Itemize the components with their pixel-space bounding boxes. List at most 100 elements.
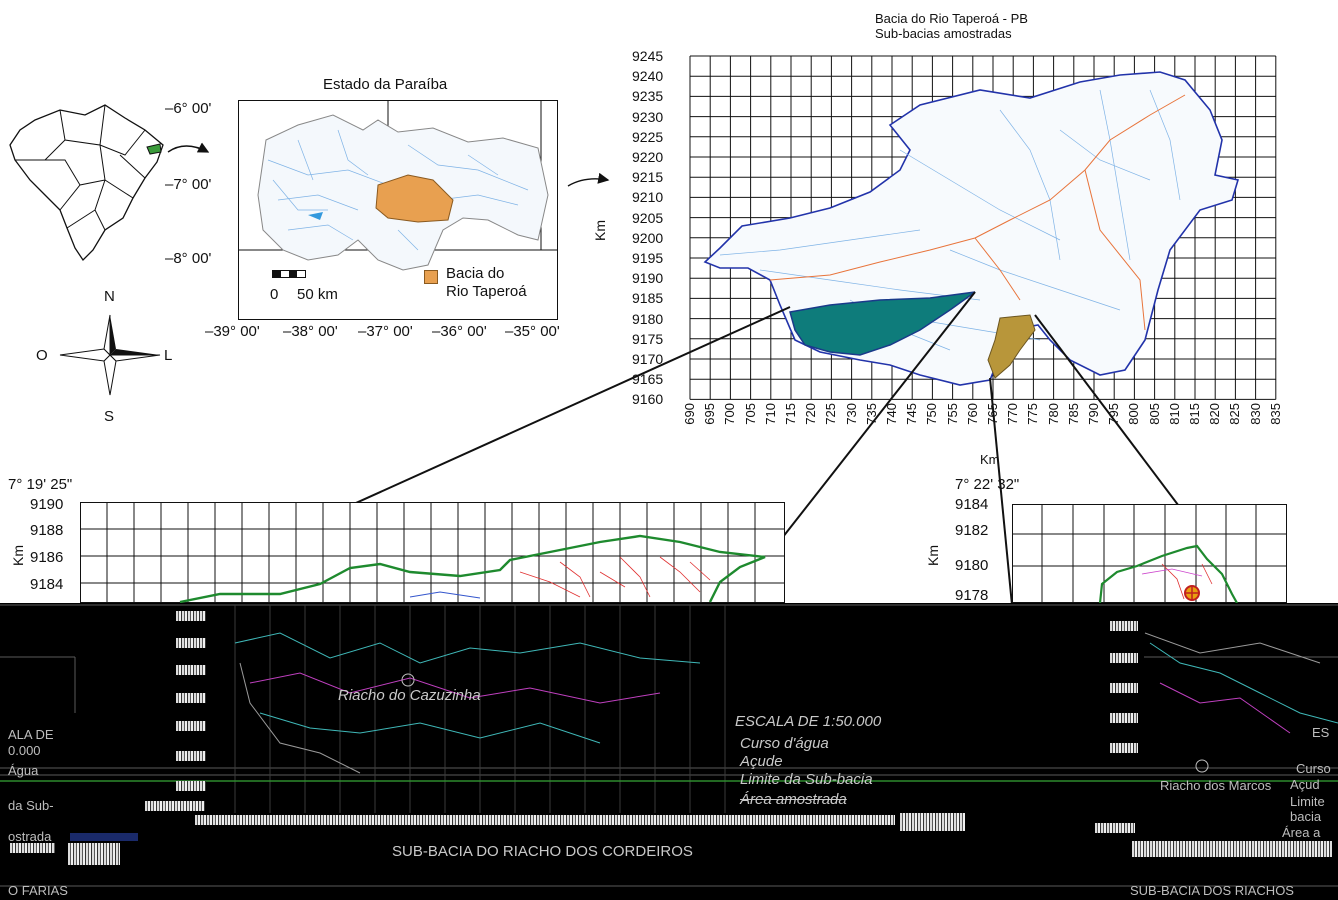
grid-x-tick: 710 [762,403,778,426]
legend-swatch-icon [424,270,438,284]
grid-x-tick: 735 [863,403,879,426]
paraiba-map-title: Estado da Paraíba [323,76,448,93]
noise-strip [900,813,965,831]
paraiba-lon-2: –38° 00' [283,323,338,340]
grid-x-tick: 805 [1146,403,1162,426]
overlay-right-bottom: SUB-BACIA DOS RIACHOS [1130,883,1294,898]
lower-left-grid [80,502,785,603]
grid-x-tick: 830 [1247,403,1263,426]
noise-strip [1110,653,1138,663]
grid-x-tick: 755 [944,403,960,426]
overlay-legend-boundary: Limite da Sub-bacia [740,771,873,788]
grid-y-tick: 9175 [632,330,664,347]
grid-y-tick: 9220 [632,149,664,165]
overlay-legend-reservoir: Açude [740,753,783,770]
lower-right-ytick-4: 9178 [955,587,989,604]
paraiba-legend-line2: Rio Taperoá [446,283,527,300]
overlay-right-scale: ES [1312,725,1330,740]
noise-strip [176,665,206,675]
grid-x-tick: 715 [783,403,798,426]
grid-y-tick: 9170 [632,351,664,367]
noise-strip [176,721,206,731]
grid-x-tick: 740 [884,403,899,426]
overlay-left-cut-1: ALA DE [8,727,54,742]
grid-x-tick: 795 [1106,403,1122,426]
overlay-right-leg2: Açud [1290,777,1320,792]
overlay-legend-stream: Curso d'água [740,735,829,752]
grid-x-tick: 765 [985,403,1000,426]
overlay-left-cut-4: da Sub- [8,798,54,813]
grid-x-tick: 760 [964,403,980,426]
grid-x-tick: 810 [1166,403,1182,426]
paraiba-lat-3: –8° 00' [165,250,212,267]
noise-strip [1110,743,1138,753]
grid-x-tick: 790 [1086,403,1101,426]
lower-right-y-label: Km [925,545,941,566]
scanned-overlay: Riacho do Cazuzinha ESCALA DE 1:50.000 C… [0,603,1338,900]
overlay-right-leg3: Limite [1290,794,1325,809]
compass-north: N [104,288,115,305]
grid-x-tick: 750 [924,403,940,426]
paraiba-lon-3: –37° 00' [358,323,413,340]
overlay-left-cut-3: Água [8,763,39,778]
overlay-legend-sampled: Área amostrada [740,791,847,808]
grid-x-tick: 785 [1065,403,1081,426]
overlay-right-leg5: Área a [1282,825,1321,840]
paraiba-legend-line1: Bacia do [446,265,505,282]
grid-x-tick: 775 [1025,403,1041,426]
lower-left-ytick-2: 9188 [30,522,64,539]
lower-right-coord: 7° 22' 32" [955,476,1020,493]
grid-x-tick: 820 [1207,403,1223,426]
grid-map-subtitle: Sub-bacias amostradas [875,26,1012,41]
grid-x-tick: 770 [1005,403,1021,426]
paraiba-scale-text: 50 km [297,286,338,303]
grid-x-tick: 695 [702,403,718,426]
scale-bar-icon [272,270,306,278]
noise-strip [176,638,206,648]
grid-y-tick: 9225 [632,128,664,145]
grid-map-y-label: Km [592,220,608,241]
grid-x-tick: 780 [1045,403,1061,426]
overlay-right-stream: Riacho dos Marcos [1160,778,1272,793]
grid-y-tick: 9160 [632,391,664,408]
lower-right-grid [1012,504,1287,603]
lower-right-ytick-2: 9182 [955,522,989,539]
noise-strip [1110,713,1138,723]
brazil-map [5,100,170,265]
noise-strip [145,801,205,811]
overlay-scale: ESCALA DE 1:50.000 [735,713,882,730]
grid-y-tick: 9165 [632,371,664,388]
grid-x-tick: 705 [742,403,758,426]
overlay-right-leg1: Curso [1296,761,1331,776]
grid-x-tick: 730 [843,403,859,426]
grid-y-tick: 9200 [632,229,664,246]
grid-y-tick: 9245 [632,48,664,64]
paraiba-scale-zero: 0 [270,286,279,303]
overlay-stream-name: Riacho do Cazuzinha [338,687,481,704]
grid-x-tick: 700 [722,403,738,426]
noise-strip [176,751,206,761]
noise-strip [1110,621,1138,631]
grid-y-tick: 9185 [632,290,664,307]
grid-y-tick: 9215 [632,169,664,186]
grid-map-x-label: Km [980,452,1000,467]
grid-y-tick: 9195 [632,250,664,266]
noise-strip [10,843,55,853]
compass-west: O [36,347,48,364]
overlay-left-cut-5: ostrada [8,829,52,844]
grid-x-tick: 825 [1227,403,1243,426]
paraiba-lat-1: –6° 00' [165,100,212,117]
noise-strip [1095,823,1135,833]
grid-map-title: Bacia do Rio Taperoá - PB [875,11,1028,26]
paraiba-lat-2: –7° 00' [165,176,212,193]
noise-strip [176,781,206,791]
lower-left-ytick-3: 9186 [30,549,64,566]
noise-strip [1132,841,1332,857]
lower-left-ytick-1: 9190 [30,496,64,513]
grid-y-tick: 9180 [632,310,664,327]
grid-y-tick: 9210 [632,189,664,206]
noise-strip [176,611,206,621]
grid-y-tick: 9205 [632,209,664,226]
grid-x-tick: 800 [1126,403,1142,426]
grid-x-tick: 725 [823,403,839,426]
